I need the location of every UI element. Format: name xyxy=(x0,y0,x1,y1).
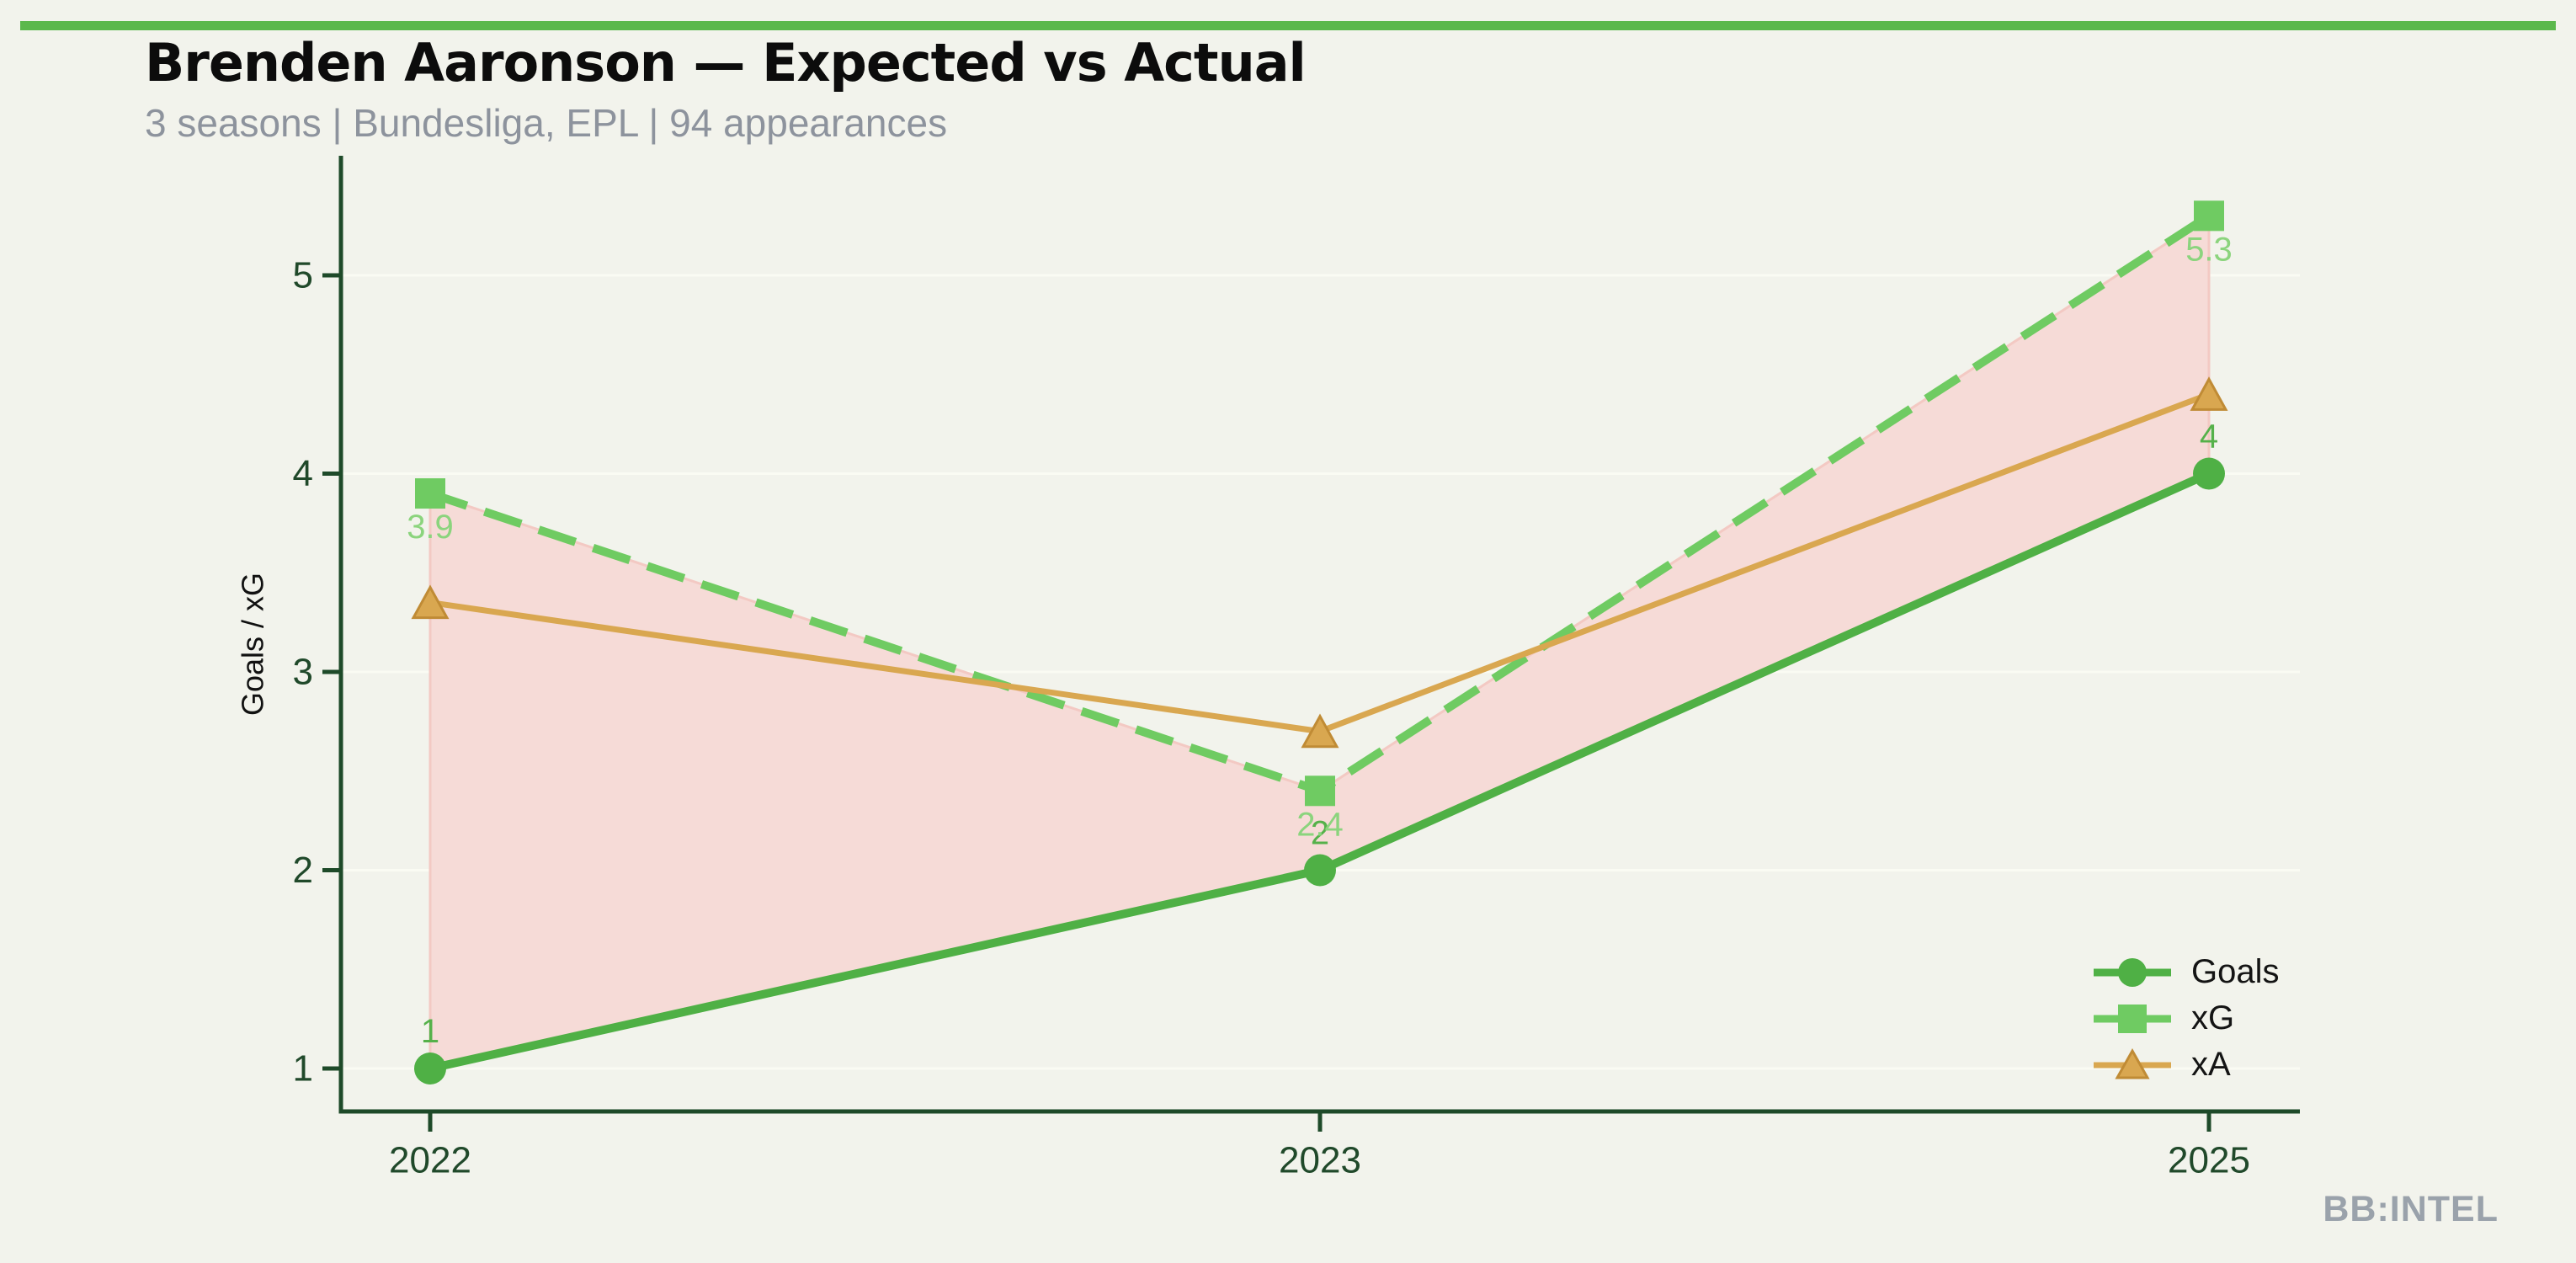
y-tick-label-2: 2 xyxy=(293,850,313,891)
xa-marker-2022 xyxy=(411,584,450,620)
xa-marker-2023 xyxy=(1301,713,1339,749)
xg-value-label-2025: 5.3 xyxy=(2185,231,2233,268)
xg-line-marker-icon xyxy=(2094,1004,2171,1033)
xg-marker-2025 xyxy=(2194,200,2224,232)
y-tick-label-5: 5 xyxy=(293,255,313,296)
y-tick-label-3: 3 xyxy=(293,652,313,693)
xg-marker-2022 xyxy=(415,478,445,509)
goals-value-label-2023: 2 xyxy=(1311,815,1329,852)
x-tick-label-2022: 2022 xyxy=(389,1140,471,1181)
legend-label-goals: Goals xyxy=(2191,953,2280,990)
legend-item-goals: Goals xyxy=(2094,949,2280,995)
xa-line-marker-icon xyxy=(2094,1047,2171,1079)
page-subtitle: 3 seasons | Bundesliga, EPL | 94 appeara… xyxy=(145,101,948,145)
goals-legend-glyph-icon xyxy=(2118,957,2147,987)
page-title: Brenden Aaronson — Expected vs Actual xyxy=(145,32,1307,93)
y-tick-label-4: 4 xyxy=(293,453,313,494)
legend-item-xg: xG xyxy=(2094,995,2280,1042)
xa-marker-2025 xyxy=(2190,376,2228,411)
y-tick-label-1: 1 xyxy=(293,1048,313,1090)
goals-value-label-2025: 4 xyxy=(2200,418,2218,456)
xa-legend-glyph-icon xyxy=(2115,1047,2150,1079)
xg-legend-glyph-icon xyxy=(2118,1004,2147,1033)
legend-label-xg: xG xyxy=(2191,999,2235,1037)
legend-label-xa: xA xyxy=(2191,1046,2231,1083)
goals-marker-2023 xyxy=(1304,854,1336,887)
chart-legend: Goals xG xA xyxy=(2094,949,2280,1088)
xg-value-label-2022: 3.9 xyxy=(407,509,454,546)
goals-marker-2022 xyxy=(414,1052,446,1084)
xg-marker-2023 xyxy=(1305,775,1335,807)
x-tick-label-2025: 2025 xyxy=(2168,1140,2250,1181)
chart-header: Brenden Aaronson — Expected vs Actual 3 … xyxy=(145,32,1307,146)
goals-line-marker-icon xyxy=(2094,957,2171,987)
legend-item-xa: xA xyxy=(2094,1042,2280,1088)
goals-marker-2025 xyxy=(2193,457,2225,490)
goals-value-label-2022: 1 xyxy=(421,1013,439,1050)
xg-value-label-2023: 2.4 xyxy=(1296,806,1344,843)
top-accent-bar xyxy=(20,21,2556,30)
x-tick-label-2023: 2023 xyxy=(1279,1140,1361,1181)
y-axis-title: Goals / xG xyxy=(236,573,270,716)
watermark-bb-intel: BB:INTEL xyxy=(2323,1189,2499,1229)
